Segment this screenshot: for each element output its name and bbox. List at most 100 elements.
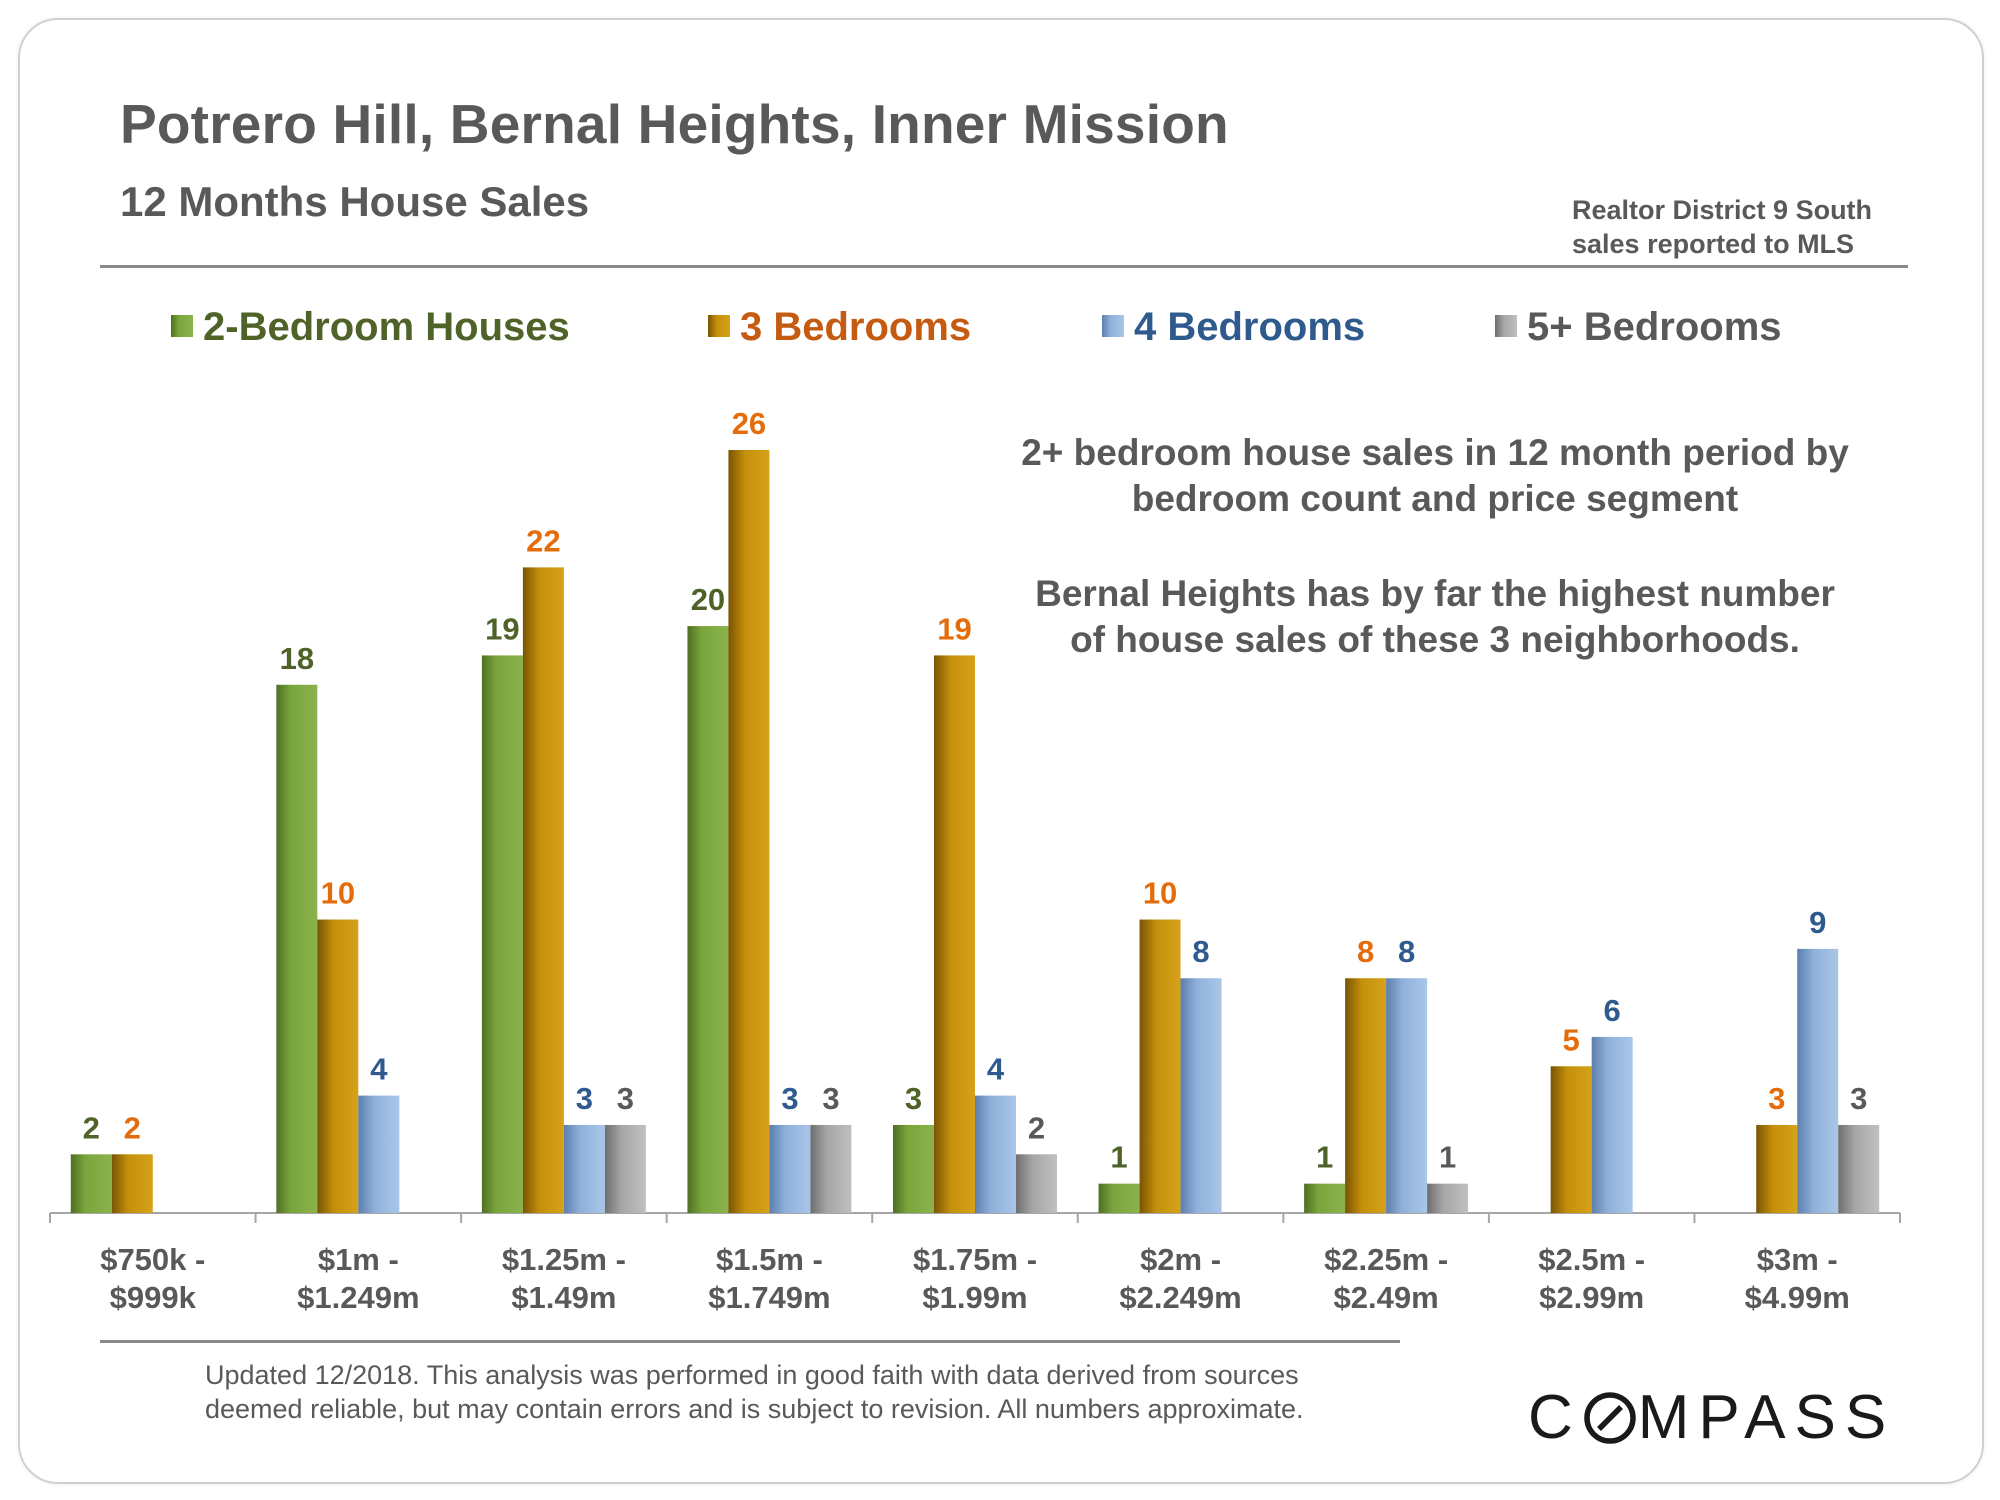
bar bbox=[604, 1124, 646, 1213]
bar bbox=[687, 626, 729, 1213]
x-tick-label: $1.249m bbox=[297, 1280, 419, 1315]
chart-annotation: 2+ bedroom house sales in 12 month perio… bbox=[1021, 432, 1849, 660]
data-label: 5 bbox=[1563, 1022, 1580, 1057]
source-line-2: sales reported to MLS bbox=[1572, 229, 1855, 259]
data-label: 6 bbox=[1604, 993, 1621, 1028]
logo-text-left: C bbox=[1528, 1383, 1582, 1453]
x-tick-label: $2.249m bbox=[1119, 1280, 1241, 1315]
bar bbox=[1139, 919, 1181, 1213]
data-label: 8 bbox=[1192, 934, 1209, 969]
bar bbox=[769, 1124, 811, 1213]
bar bbox=[481, 655, 523, 1213]
data-label: 1 bbox=[1316, 1140, 1333, 1175]
data-label: 2 bbox=[124, 1110, 141, 1145]
data-label: 19 bbox=[485, 611, 519, 646]
x-tick-label: $2.99m bbox=[1539, 1280, 1644, 1315]
bar bbox=[276, 684, 318, 1213]
legend-label-5-bedrooms: 5+ Bedrooms bbox=[1527, 305, 1782, 349]
data-label: 9 bbox=[1809, 905, 1826, 940]
data-label: 3 bbox=[1850, 1081, 1867, 1116]
data-label: 26 bbox=[732, 406, 766, 441]
legend-label-4-bedrooms: 4 Bedrooms bbox=[1134, 305, 1365, 349]
bar bbox=[810, 1124, 852, 1213]
x-tick-label: $4.99m bbox=[1745, 1280, 1850, 1315]
bar bbox=[1304, 1183, 1346, 1213]
legend-swatch-4-bedrooms bbox=[1102, 315, 1124, 337]
bar bbox=[1386, 978, 1428, 1213]
data-label: 10 bbox=[1143, 876, 1177, 911]
legend-swatch-3-bedrooms bbox=[708, 315, 730, 337]
data-label: 4 bbox=[370, 1052, 388, 1087]
page-subtitle: 12 Months House Sales bbox=[120, 178, 590, 225]
x-tick-label: $1.25m - bbox=[502, 1242, 626, 1277]
legend-label-2-bedroom: 2-Bedroom Houses bbox=[203, 305, 570, 349]
slide-frame bbox=[18, 18, 1984, 1484]
bar bbox=[111, 1154, 153, 1213]
bar bbox=[1427, 1183, 1469, 1213]
bar bbox=[522, 567, 564, 1213]
bar bbox=[1591, 1036, 1633, 1213]
bar bbox=[1180, 978, 1222, 1213]
x-tick-label: $1.5m - bbox=[716, 1242, 823, 1277]
x-tick-label: $1m - bbox=[318, 1242, 399, 1277]
bar bbox=[1550, 1066, 1592, 1213]
page-title: Potrero Hill, Bernal Heights, Inner Miss… bbox=[120, 93, 1229, 155]
bar bbox=[975, 1095, 1016, 1213]
data-label: 22 bbox=[526, 523, 560, 558]
data-label: 18 bbox=[280, 641, 314, 676]
x-tick-label: $1.99m bbox=[922, 1280, 1027, 1315]
x-tick-label: $1.75m - bbox=[913, 1242, 1037, 1277]
bar bbox=[1016, 1154, 1057, 1213]
data-label: 3 bbox=[576, 1081, 593, 1116]
legend: 2-Bedroom Houses 3 Bedrooms 4 Bedrooms 5… bbox=[171, 305, 1782, 349]
data-label: 2 bbox=[1028, 1110, 1045, 1145]
x-tick-label: $1.49m bbox=[511, 1280, 616, 1315]
bar bbox=[563, 1124, 605, 1213]
legend-swatch-2-bedroom bbox=[171, 315, 193, 337]
compass-logo: C MPASS bbox=[1528, 1378, 1895, 1453]
header-divider bbox=[100, 265, 1908, 268]
footnote-line-1: Updated 12/2018. This analysis was perfo… bbox=[205, 1360, 1299, 1390]
x-tick-label: $999k bbox=[110, 1280, 197, 1315]
x-tick-label: $1.749m bbox=[708, 1280, 830, 1315]
source-line-1: Realtor District 9 South bbox=[1572, 195, 1873, 225]
data-label: 8 bbox=[1357, 934, 1374, 969]
footnote-line-2: deemed reliable, but may contain errors … bbox=[205, 1394, 1304, 1424]
x-tick-label: $3m - bbox=[1757, 1242, 1838, 1277]
logo-text-right: MPASS bbox=[1637, 1383, 1896, 1453]
annotation-line-2: bedroom count and price segment bbox=[1132, 478, 1738, 519]
x-tick-label: $2.25m - bbox=[1324, 1242, 1448, 1277]
bar bbox=[934, 655, 975, 1213]
data-label: 1 bbox=[1439, 1140, 1456, 1175]
data-label: 3 bbox=[905, 1081, 922, 1116]
x-tick-label: $750k - bbox=[100, 1242, 205, 1277]
data-label: 3 bbox=[617, 1081, 634, 1116]
x-tick-label: $2m - bbox=[1140, 1242, 1221, 1277]
data-label: 4 bbox=[987, 1052, 1005, 1087]
bar bbox=[1838, 1124, 1880, 1213]
data-label: 8 bbox=[1398, 934, 1415, 969]
bar bbox=[358, 1095, 400, 1213]
bar bbox=[1756, 1124, 1798, 1213]
data-label: 3 bbox=[781, 1081, 798, 1116]
data-label: 3 bbox=[1768, 1081, 1785, 1116]
bar bbox=[1098, 1183, 1140, 1213]
bar bbox=[1345, 978, 1387, 1213]
data-label: 1 bbox=[1110, 1140, 1127, 1175]
bar bbox=[70, 1154, 112, 1213]
footnote: Updated 12/2018. This analysis was perfo… bbox=[205, 1358, 1304, 1426]
data-label: 10 bbox=[321, 876, 355, 911]
compass-o-icon bbox=[1584, 1391, 1636, 1444]
legend-label-3-bedrooms: 3 Bedrooms bbox=[740, 305, 971, 349]
data-label: 2 bbox=[83, 1110, 100, 1145]
bar bbox=[1797, 948, 1839, 1213]
source-note: Realtor District 9 South sales reported … bbox=[1572, 193, 1872, 261]
data-label: 20 bbox=[691, 582, 725, 617]
legend-swatch-5-bedrooms bbox=[1495, 315, 1517, 337]
footer-divider bbox=[100, 1340, 1400, 1343]
bar bbox=[893, 1124, 934, 1213]
x-tick-label: $2.5m - bbox=[1538, 1242, 1645, 1277]
x-tick-label: $2.49m bbox=[1334, 1280, 1439, 1315]
bar bbox=[317, 919, 359, 1213]
